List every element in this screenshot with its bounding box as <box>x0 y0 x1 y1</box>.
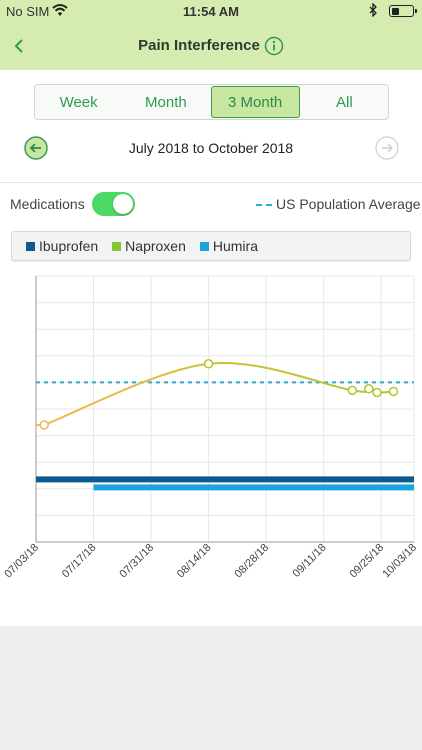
battery-icon <box>389 5 417 17</box>
medications-label: Medications <box>10 196 85 212</box>
x-tick-label: 07/17/18 <box>60 542 99 581</box>
dashed-line-icon <box>256 204 272 207</box>
content-panel: Week Month 3 Month All July 2018 to Octo… <box>0 70 422 626</box>
chart-grid <box>35 275 415 543</box>
medications-toggle[interactable] <box>92 192 135 216</box>
date-navigator: July 2018 to October 2018 <box>0 136 422 164</box>
x-axis: 07/03/18 07/17/18 07/31/18 08/14/18 08/28/18… <box>2 542 419 581</box>
medication-bar-ibuprofen <box>36 476 414 483</box>
arrow-left-icon[interactable] <box>24 136 48 160</box>
legend-swatch <box>112 241 122 251</box>
x-tick-label: 09/11/18 <box>291 542 329 580</box>
x-tick-label: 10/03/18 <box>380 542 419 581</box>
pain-chart: 07/03/18 07/17/18 07/31/18 08/14/18 08/28/18… <box>2 275 419 581</box>
bluetooth-icon <box>369 3 377 17</box>
data-point <box>372 387 382 398</box>
range-selector: Week Month 3 Month All <box>34 84 389 120</box>
tab-3-month[interactable]: 3 Month <box>210 86 300 118</box>
carrier-label: No SIM <box>6 4 50 19</box>
battery-level <box>391 7 400 15</box>
info-icon[interactable] <box>264 36 284 56</box>
legend-item-humira: Humira <box>199 238 258 254</box>
wifi-icon <box>52 4 68 16</box>
arrow-right-icon[interactable] <box>375 136 399 160</box>
data-point <box>388 386 399 397</box>
status-bar: No SIM 11:54 AM <box>0 0 422 22</box>
chevron-left-icon[interactable] <box>10 34 30 58</box>
x-tick-label: 09/25/18 <box>347 542 386 581</box>
data-point <box>364 384 374 394</box>
trend-series <box>36 359 399 430</box>
medication-legend: Ibuprofen Naproxen Humira <box>11 231 411 261</box>
status-time: 11:54 AM <box>183 4 239 19</box>
legend-label: Humira <box>212 238 258 254</box>
toggle-knob <box>113 194 133 214</box>
legend-swatch <box>199 241 209 251</box>
medication-bars <box>36 476 415 491</box>
divider <box>0 182 422 183</box>
trend-line <box>43 362 394 426</box>
nav-bar: Pain Interference <box>0 22 422 70</box>
medication-bar-humira <box>93 484 415 491</box>
population-legend-label: US Population Average <box>276 196 421 212</box>
tab-week[interactable]: Week <box>59 93 98 111</box>
data-point <box>39 420 49 430</box>
legend-swatch <box>26 241 35 251</box>
population-legend: US Population Average <box>256 196 421 212</box>
date-range-label: July 2018 to October 2018 <box>128 140 294 156</box>
data-point <box>203 359 214 369</box>
tab-all[interactable]: All <box>336 93 353 111</box>
legend-item-naproxen: Naproxen <box>112 238 186 254</box>
x-tick-label: 08/28/18 <box>232 542 271 581</box>
x-tick-label: 07/31/18 <box>117 542 156 581</box>
x-tick-label: 08/14/18 <box>175 542 214 581</box>
legend-item-ibuprofen: Ibuprofen <box>26 238 98 254</box>
legend-label: Ibuprofen <box>39 238 99 254</box>
legend-label: Naproxen <box>125 238 186 254</box>
data-point <box>347 385 358 396</box>
page-title: Pain Interference <box>138 37 260 54</box>
x-tick-label: 07/03/18 <box>2 542 41 581</box>
tab-month[interactable]: Month <box>145 93 187 111</box>
